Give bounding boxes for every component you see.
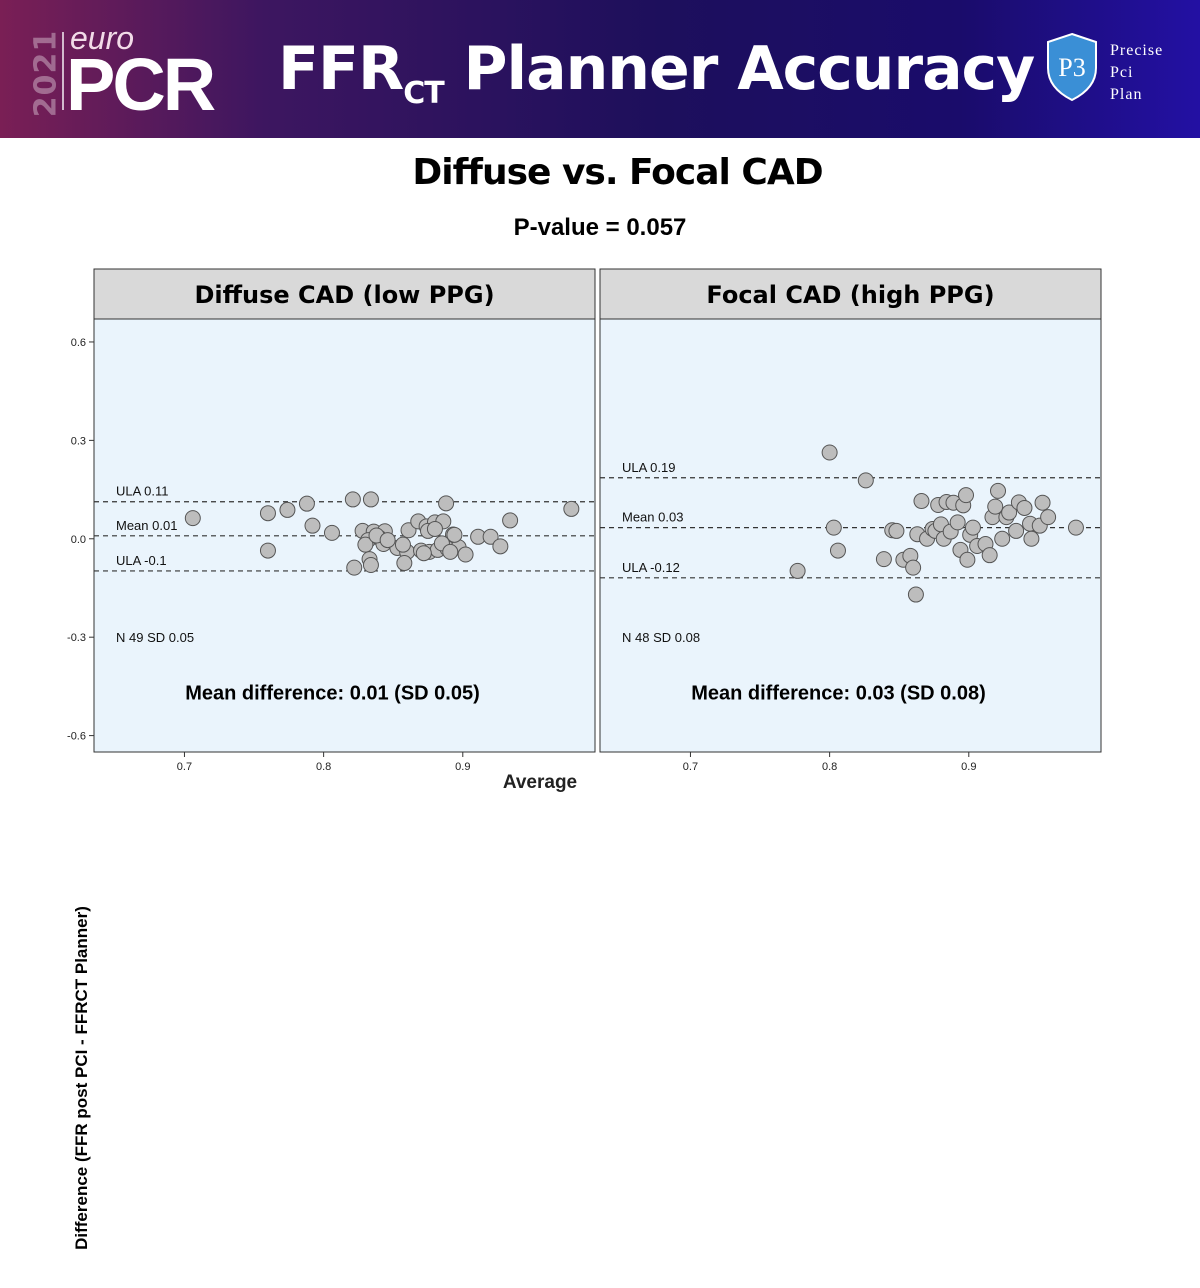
data-point (426, 520, 443, 537)
data-point (1001, 504, 1018, 521)
panel-2: Focal CAD (high PPG) 0.7 0.8 0.9 ULA 0.19 Mea… (599, 268, 1102, 773)
data-point (1034, 494, 1051, 511)
y-tick-label: -0.3 (67, 632, 86, 644)
data-point (357, 536, 374, 553)
data-point (875, 551, 892, 568)
header-banner: 2021 euro PCR FFRCT Planner Accuracy P3 … (0, 0, 1200, 138)
data-point (990, 482, 1007, 499)
x-tick-label: 0.8 (822, 761, 837, 773)
data-point (362, 491, 379, 508)
europcr-logo: 2021 euro PCR (26, 18, 226, 122)
brand-line-1: Precise (1110, 42, 1164, 59)
logo-euro-text: euro (70, 20, 135, 56)
data-point (949, 514, 966, 531)
data-point (913, 493, 930, 510)
y-tick-label: -0.6 (67, 731, 86, 743)
y-tick-label: 0.6 (71, 337, 86, 349)
data-point (492, 538, 509, 555)
title-main: FFR (278, 34, 404, 104)
panel-stats: N 48 SD 0.08 (622, 630, 700, 645)
x-tick-label: 0.9 (455, 761, 470, 773)
title-subscript: CT (403, 76, 444, 111)
data-point (888, 522, 905, 539)
data-point (789, 562, 806, 579)
data-point (379, 532, 396, 549)
panel-stats: N 49 SD 0.05 (116, 630, 194, 645)
data-point (394, 536, 411, 553)
data-point (304, 517, 321, 534)
data-point (821, 444, 838, 461)
reference-line-label: ULA -0.1 (116, 553, 167, 568)
data-point (344, 491, 361, 508)
x-tick-label: 0.8 (316, 761, 331, 773)
data-point (457, 546, 474, 563)
data-point (987, 498, 1004, 515)
data-point (857, 472, 874, 489)
data-point (981, 547, 998, 564)
data-point (907, 586, 924, 603)
data-point (323, 524, 340, 541)
data-point (1008, 522, 1025, 539)
data-point (279, 501, 296, 518)
data-point (829, 542, 846, 559)
logo-divider (62, 32, 64, 110)
panel-title: Focal CAD (high PPG) (706, 281, 994, 309)
brand-line-3: Plan (1110, 86, 1143, 103)
data-point (905, 559, 922, 576)
data-point (442, 543, 459, 560)
x-tick-label: 0.7 (177, 761, 192, 773)
reference-line-label: ULA -0.12 (622, 560, 680, 575)
mean-difference-annotation: Mean difference: 0.03 (SD 0.08) (691, 683, 986, 705)
data-point (362, 557, 379, 574)
data-point (959, 551, 976, 568)
data-point (964, 519, 981, 536)
data-point (1040, 509, 1057, 526)
brand-line-2: Pci (1110, 64, 1134, 81)
y-tick-label: 0.0 (71, 534, 86, 546)
data-point (825, 519, 842, 536)
slide-title: FFRCT Planner Accuracy (278, 34, 1036, 111)
data-point (958, 487, 975, 504)
x-tick-label: 0.9 (961, 761, 976, 773)
reference-line-label: ULA 0.11 (116, 484, 169, 499)
data-point (438, 495, 455, 512)
data-point (298, 495, 315, 512)
mean-difference-annotation: Mean difference: 0.01 (SD 0.05) (185, 683, 480, 705)
y-tick-label: 0.3 (71, 435, 86, 447)
panel-strip (599, 268, 1102, 320)
data-point (446, 526, 463, 543)
x-axis-label: Average (502, 772, 578, 793)
data-point (563, 500, 580, 517)
brand-text: Precise Pci Plan (1110, 40, 1163, 106)
reference-line-label: ULA 0.19 (622, 460, 676, 475)
x-tick-label: 0.7 (683, 761, 698, 773)
panel-1: Diffuse CAD (low PPG) 0.7 0.8 0.9 ULA 0.11 Me… (93, 268, 596, 773)
data-point (1016, 499, 1033, 516)
data-point (346, 559, 363, 576)
data-point (994, 530, 1011, 547)
data-point (259, 542, 276, 559)
panel-title: Diffuse CAD (low PPG) (194, 281, 494, 309)
data-point (415, 545, 432, 562)
reference-line-label: Mean 0.01 (116, 518, 177, 533)
reference-line-label: Mean 0.03 (622, 510, 683, 525)
data-point (1067, 519, 1084, 536)
precise-pci-plan-logo: P3 Precise Pci Plan (1040, 30, 1190, 110)
data-point (396, 555, 413, 572)
logo-pcr-text: PCR (66, 43, 216, 126)
data-point (482, 528, 499, 545)
data-point (259, 505, 276, 522)
data-point (502, 512, 519, 529)
shield-icon: P3 (1047, 32, 1097, 102)
slide-subtitle: Diffuse vs. Focal CAD (412, 152, 823, 193)
shield-mark: P3 (1058, 53, 1085, 82)
data-point (184, 510, 201, 527)
panel-strip (93, 268, 596, 320)
y-axis-label: Difference (FFR post PCI - FFRCT Planner… (72, 906, 91, 1250)
bland-altman-chart: -0.6 -0.3 0.0 0.3 0.6 Diffuse CAD (low PPG) 0.… (67, 268, 1102, 773)
data-point (1023, 530, 1040, 547)
p-value: P-value = 0.057 (513, 214, 687, 241)
title-rest: Planner Accuracy (443, 34, 1036, 104)
